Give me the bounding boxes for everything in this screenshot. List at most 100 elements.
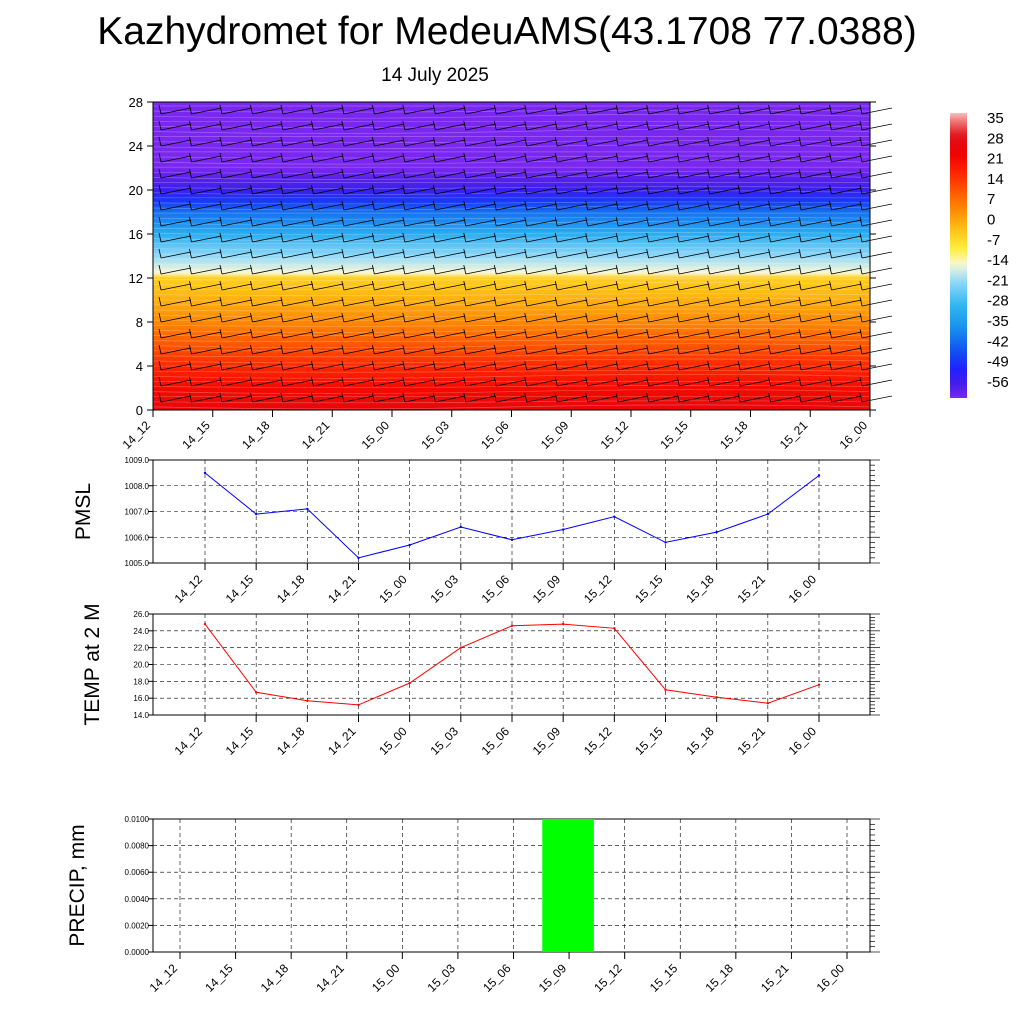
wind-barb (160, 347, 192, 355)
wind-barb-flag (463, 264, 467, 275)
wind-barb (374, 363, 405, 371)
wind-barb (374, 219, 405, 227)
wind-barb (526, 235, 557, 243)
wind-barb-flag (859, 296, 863, 307)
wind-barb-flag (737, 136, 741, 147)
wind-barb-flag (615, 296, 619, 307)
wind-barb (282, 395, 313, 403)
wind-barb-flag (585, 200, 589, 211)
x-tick-label: 15_12 (591, 961, 625, 995)
wind-barb (648, 363, 679, 371)
x-tick-label: 15_21 (734, 724, 768, 758)
x-tick-label: 15_03 (427, 572, 461, 606)
wind-barb (435, 235, 466, 243)
data-point (459, 646, 463, 649)
y-tick-label: 16.0 (133, 694, 149, 703)
colorbar-label: -14 (987, 252, 1009, 269)
wind-barb (374, 139, 405, 147)
wind-barb (435, 315, 466, 323)
wind-barb (465, 283, 496, 291)
wind-barb-flag (829, 376, 832, 387)
wind-barb-flag (554, 248, 558, 259)
wind-barb-flag (585, 120, 589, 131)
wind-barb-flag (219, 120, 223, 131)
wind-barb-flag (371, 120, 375, 131)
heat-x-tick-label: 15_21 (777, 418, 811, 452)
wind-barb-flag (554, 360, 558, 371)
wind-barb-flag (829, 360, 832, 371)
wind-barb (648, 395, 679, 403)
wind-barb-flag (798, 120, 802, 131)
x-tick-label: 15_06 (480, 961, 514, 995)
wind-barb (587, 235, 618, 243)
wind-barb-flag (707, 248, 710, 259)
wind-barb-flag (280, 184, 284, 195)
wind-barb-flag (585, 392, 589, 403)
wind-barb-flag (371, 344, 375, 355)
wind-barb (587, 251, 618, 259)
wind-barb-flag (250, 232, 253, 243)
wind-barb (740, 379, 771, 387)
wind-barb (709, 139, 740, 147)
wind-barb-flag (432, 168, 436, 179)
wind-barb (861, 315, 893, 323)
wind-barb (313, 203, 344, 211)
wind-barb-flag (646, 216, 650, 227)
wind-barb-flag (158, 264, 162, 275)
colorbar-label: -56 (987, 374, 1009, 391)
wind-barb (191, 203, 222, 211)
wind-barb-flag (432, 376, 436, 387)
wind-barb (618, 123, 649, 131)
wind-barb (557, 171, 588, 179)
wind-barb (526, 107, 557, 115)
colorbar-label: -7 (987, 232, 1000, 249)
wind-barb-flag (311, 216, 314, 227)
data-point (306, 507, 309, 511)
wind-barb-flag (554, 328, 558, 339)
wind-barb-flag (189, 152, 192, 163)
heat-y-tick-label: 4 (136, 359, 143, 374)
wind-barb-flag (615, 328, 619, 339)
wind-barb-flag (676, 104, 680, 115)
wind-barb (343, 331, 374, 339)
contour-line (152, 343, 871, 349)
wind-barb-flag (463, 376, 467, 387)
x-tick-label: 14_21 (325, 724, 359, 758)
wind-barb (648, 107, 679, 115)
wind-barb-flag (768, 232, 771, 243)
wind-barb-flag (341, 360, 345, 371)
wind-barb (343, 155, 374, 163)
wind-barb (709, 203, 740, 211)
wind-barb (861, 331, 893, 339)
wind-barb-flag (402, 280, 406, 291)
wind-barb-flag (189, 392, 192, 403)
wind-barb-flag (798, 376, 802, 387)
wind-barb-flag (585, 184, 589, 195)
wind-barb (496, 123, 527, 131)
wind-barb-flag (371, 200, 375, 211)
wind-barb (740, 155, 771, 163)
wind-barb-flag (219, 248, 223, 259)
wind-barb-flag (768, 328, 771, 339)
wind-barb (831, 219, 862, 227)
wind-barb-flag (432, 344, 436, 355)
wind-barb (252, 107, 283, 115)
wind-barb (557, 299, 588, 307)
wind-barb (343, 235, 374, 243)
wind-barb (160, 379, 192, 387)
wind-barb-flag (250, 216, 253, 227)
wind-barb (465, 187, 496, 195)
wind-barb (465, 107, 496, 115)
chart-title: Kazhydromet for MedeuAMS(43.1708 77.0388… (97, 10, 917, 53)
wind-barb-flag (585, 216, 589, 227)
wind-barb (679, 139, 710, 147)
wind-barb (374, 203, 405, 211)
wind-barb-flag (768, 168, 771, 179)
wind-barb (282, 219, 313, 227)
wind-barb-flag (250, 136, 253, 147)
colorbar-label: 35 (987, 110, 1004, 127)
wind-barb-flag (798, 136, 802, 147)
wind-barb-flag (585, 232, 589, 243)
wind-barb (343, 171, 374, 179)
data-point (408, 543, 411, 547)
